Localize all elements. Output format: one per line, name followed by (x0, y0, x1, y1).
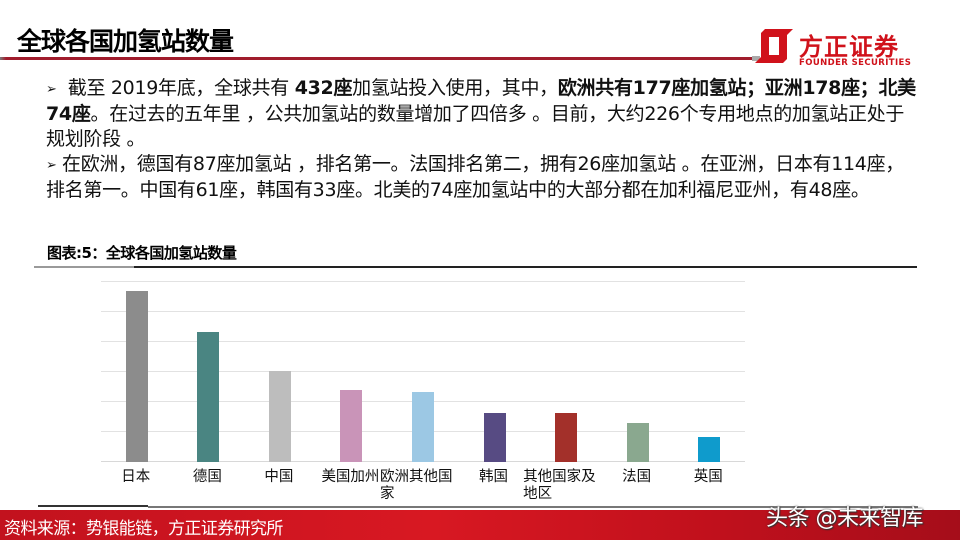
logo-english-text: FOUNDER SECURITIES (799, 58, 912, 68)
highlight-total: 432座 (294, 77, 353, 99)
gridline (101, 371, 745, 372)
bar-chart: 日本 德国 中国 美国加州 欧洲其他国家 韩国 其他国家及地区 法国 英国 (101, 281, 745, 502)
gridline (101, 311, 745, 312)
source-note: 资料来源：势银能链，方正证券研究所 (4, 519, 283, 539)
bar (125, 291, 148, 462)
bar (268, 370, 291, 462)
x-axis-label: 其他国家及地区 (523, 469, 596, 502)
caption-divider (34, 266, 134, 268)
highlight-regions: 欧洲共有177座加氢站；亚洲178座；北美74座 (46, 77, 916, 125)
bar (555, 412, 578, 462)
x-axis-label: 中国 (264, 469, 294, 485)
logo-chinese-text: 方正证券 (799, 33, 899, 61)
bar (698, 436, 721, 462)
slide-title: 全球各国加氢站数量 (17, 27, 234, 56)
text-span: 加氢站投入使用，其中， (352, 77, 558, 99)
caption-divider (134, 266, 917, 268)
text-span: 。在过去的五年里 ，公共加氢站的数量增加了四倍多 。目前，大约226个专用地点的… (46, 103, 905, 150)
arrow-bullet-icon: ➢ (46, 82, 57, 97)
bar (340, 390, 363, 462)
bar (412, 391, 434, 462)
paragraph-country-detail: ➢ 在欧洲，德国有87座加氢站 ，排名第一。法国排名第二，拥有26座加氢站 。在亚… (46, 152, 916, 203)
x-axis-label: 英国 (693, 469, 723, 485)
founder-logo-mark-icon (755, 29, 793, 63)
x-axis-label: 法国 (622, 469, 652, 485)
body-text: ➢ 截至 2019年底，全球共有 432座加氢站投入使用，其中，欧洲共有177座… (46, 76, 916, 203)
footer-bar (0, 510, 960, 540)
bar (197, 331, 220, 462)
bar (626, 423, 649, 462)
text-span: 截至 2019年底，全球共有 (62, 77, 295, 99)
text-span: 在欧洲，德国有87座加氢站 ，排名第一。法国排名第二，拥有26座加氢站 。在亚洲… (46, 153, 905, 201)
title-divider-tip (752, 56, 760, 61)
chart-bottom-divider (38, 505, 78, 507)
x-axis-label: 美国加州 (321, 469, 380, 485)
x-axis-label: 德国 (192, 469, 222, 485)
title-divider (0, 57, 755, 60)
paragraph-global-summary: ➢ 截至 2019年底，全球共有 432座加氢站投入使用，其中，欧洲共有177座… (46, 76, 916, 152)
gridline (101, 281, 745, 282)
x-axis-label: 日本 (121, 469, 151, 485)
x-axis-label: 欧洲其他国家 (380, 469, 453, 502)
founder-securities-logo: 方正证券 FOUNDER SECURITIES (755, 27, 935, 68)
arrow-bullet-icon: ➢ (46, 158, 57, 173)
watermark: 头条 @未来智库 (766, 506, 924, 531)
gridline (101, 341, 745, 342)
chart-bottom-divider (148, 506, 918, 508)
x-axis-label: 韩国 (479, 469, 509, 485)
bar (483, 412, 506, 462)
chart-caption: 图表:5：全球各国加氢站数量 (47, 244, 237, 262)
chart-bottom-divider (78, 505, 148, 507)
